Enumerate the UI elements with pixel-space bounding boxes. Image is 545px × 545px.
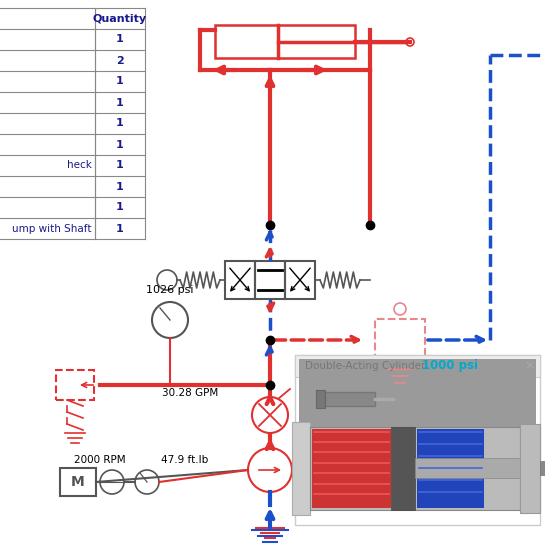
- Bar: [56, 370, 94, 400]
- Bar: [375, 319, 425, 361]
- Bar: [60, 468, 96, 496]
- Bar: [520, 424, 540, 513]
- Bar: [540, 461, 545, 475]
- Bar: [316, 390, 325, 408]
- Text: 2000 RPM: 2000 RPM: [74, 455, 126, 465]
- Bar: [310, 427, 520, 510]
- FancyBboxPatch shape: [295, 355, 540, 525]
- Text: Quantity: Quantity: [93, 14, 147, 23]
- Text: 1: 1: [116, 76, 124, 87]
- Text: 1: 1: [116, 203, 124, 213]
- Text: 1: 1: [116, 160, 124, 171]
- Bar: [415, 458, 533, 478]
- Bar: [225, 261, 255, 299]
- Text: 1000 psi: 1000 psi: [422, 359, 478, 372]
- Text: 1: 1: [116, 140, 124, 149]
- Bar: [285, 261, 315, 299]
- Bar: [295, 355, 540, 377]
- Bar: [299, 359, 536, 502]
- Text: 1: 1: [116, 34, 124, 45]
- Text: ump with Shaft: ump with Shaft: [13, 223, 92, 233]
- Text: ×: ×: [525, 360, 535, 372]
- Bar: [312, 429, 391, 508]
- Bar: [292, 422, 310, 515]
- Text: 47.9 ft.lb: 47.9 ft.lb: [161, 455, 209, 465]
- Text: 30.28 GPM: 30.28 GPM: [162, 388, 218, 398]
- Text: 1: 1: [116, 223, 124, 233]
- Bar: [417, 429, 484, 508]
- Text: Double-Acting Cylinder: Double-Acting Cylinder: [305, 361, 426, 371]
- Text: 2: 2: [116, 56, 124, 65]
- Text: 1: 1: [116, 181, 124, 191]
- Bar: [323, 392, 375, 406]
- Text: 1026 psi: 1026 psi: [146, 285, 194, 295]
- Text: 1: 1: [116, 98, 124, 107]
- Text: 1: 1: [116, 118, 124, 129]
- Bar: [215, 25, 355, 58]
- Text: M: M: [71, 475, 85, 489]
- Bar: [391, 427, 415, 510]
- Bar: [255, 261, 285, 299]
- Text: heck: heck: [67, 160, 92, 171]
